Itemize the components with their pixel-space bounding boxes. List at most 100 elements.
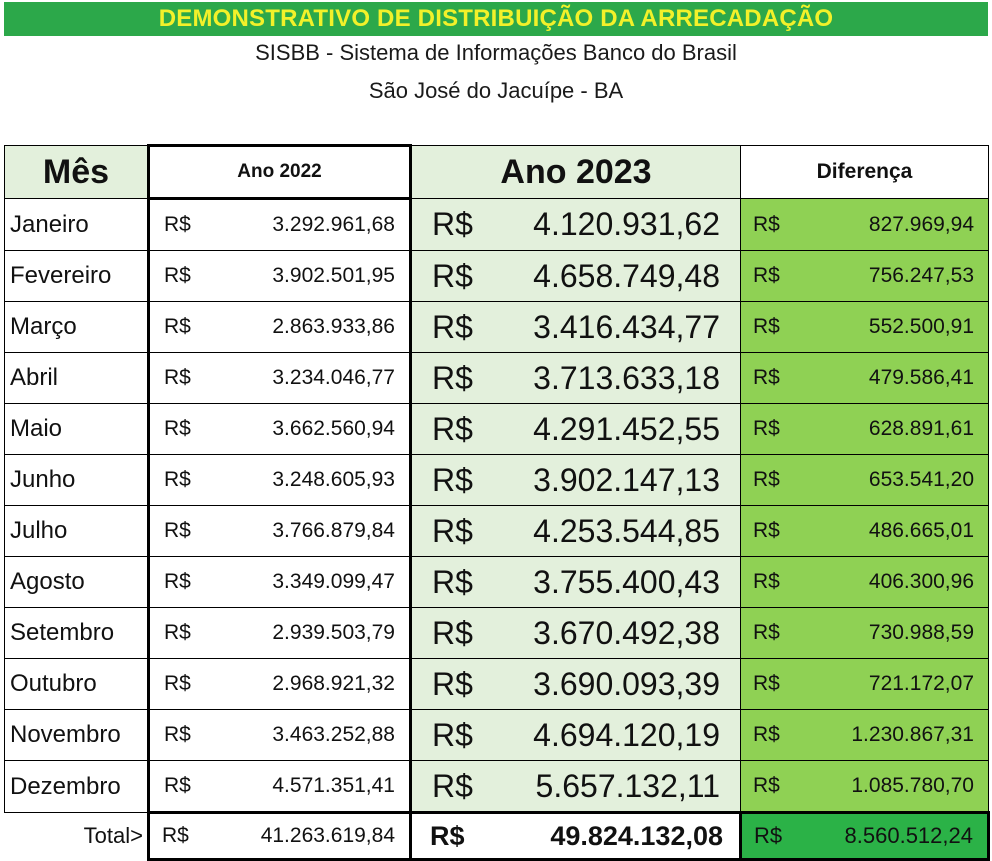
value-2022: 3.766.879,84 [272, 519, 395, 542]
value-diferenca: 653.541,20 [868, 468, 974, 491]
table-header-row: Mês Ano 2022 Ano 2023 Diferença [4, 144, 989, 200]
currency-symbol: R$ [753, 723, 780, 746]
currency-symbol: R$ [753, 621, 780, 644]
currency-symbol: R$ [432, 206, 473, 242]
value-2023-cell: R$ 3.690.093,39 [410, 658, 741, 710]
value-diferenca: 756.247,53 [868, 264, 974, 287]
table-row: Outubro R$ 2.968.921,32 R$ 3.690.093,39 R$ 721… [4, 658, 989, 710]
value-diferenca: 721.172,07 [868, 672, 974, 695]
month-cell: Janeiro [4, 198, 149, 251]
column-header-ano-2023: Ano 2023 [410, 145, 741, 199]
column-header-mes: Mês [4, 145, 149, 199]
currency-symbol: R$ [753, 417, 780, 440]
value-2022: 2.939.503,79 [272, 621, 395, 644]
value-2023: 3.902.147,13 [533, 461, 720, 498]
value-2022: 3.902.501,95 [272, 264, 395, 287]
currency-symbol: R$ [753, 315, 780, 338]
value-diferenca: 479.586,41 [868, 366, 974, 389]
currency-symbol: R$ [432, 614, 473, 651]
total-diferenca-value: 8.560.512,24 [844, 823, 973, 848]
table-row: Novembro R$ 3.463.252,88 R$ 4.694.120,19 R$ 1.… [4, 709, 989, 761]
diferenca-cell: R$ 406.300,96 [740, 556, 989, 608]
table-row: Dezembro R$ 4.571.351,41 R$ 5.657.132,11 R$ 1.… [4, 760, 989, 813]
currency-symbol: R$ [164, 213, 191, 236]
currency-symbol: R$ [432, 257, 473, 294]
currency-symbol: R$ [164, 315, 191, 338]
currency-symbol: R$ [164, 621, 191, 644]
value-2023: 3.670.492,38 [533, 614, 720, 651]
currency-symbol: R$ [432, 563, 473, 600]
value-diferenca: 486.665,01 [868, 519, 974, 542]
currency-symbol: R$ [432, 665, 473, 702]
table-row: Março R$ 2.863.933,86 R$ 3.416.434,77 R$ 552.5… [4, 301, 989, 353]
total-2022-value: 41.263.619,84 [260, 824, 395, 847]
table-row: Abril R$ 3.234.046,77 R$ 3.713.633,18 R$ 479.5… [4, 352, 989, 404]
revenue-table: Mês Ano 2022 Ano 2023 Diferença Janeiro R… [4, 144, 990, 861]
column-header-diferenca: Diferença [740, 145, 989, 199]
value-2023: 4.658.749,48 [533, 257, 720, 294]
value-2022-cell: R$ 3.766.879,84 [147, 505, 412, 557]
value-2022: 3.248.605,93 [272, 468, 395, 491]
value-2023: 3.713.633,18 [533, 359, 720, 396]
value-2022: 2.863.933,86 [272, 315, 395, 338]
currency-symbol: R$ [753, 570, 780, 593]
currency-symbol: R$ [753, 774, 780, 797]
value-diferenca: 730.988,59 [868, 621, 974, 644]
table-row: Janeiro R$ 3.292.961,68 R$ 4.120.931,62 R$ 827… [4, 198, 989, 251]
currency-symbol: R$ [432, 767, 473, 804]
total-row: Total> R$ 41.263.619,84 R$ 49.824.132,08… [5, 811, 990, 861]
currency-symbol: R$ [432, 461, 473, 498]
currency-symbol: R$ [164, 264, 191, 287]
month-cell: Outubro [4, 658, 149, 710]
diferenca-cell: R$ 756.247,53 [740, 250, 989, 302]
value-2023: 3.416.434,77 [533, 308, 720, 345]
value-2022-cell: R$ 3.463.252,88 [147, 709, 412, 761]
month-cell: Dezembro [4, 760, 149, 813]
total-diferenca: R$ 8.560.512,24 [739, 811, 990, 861]
currency-symbol: R$ [164, 723, 191, 746]
value-2023-cell: R$ 5.657.132,11 [410, 760, 741, 813]
table-row: Julho R$ 3.766.879,84 R$ 4.253.544,85 R$ 486.6… [4, 505, 989, 557]
value-2022-cell: R$ 4.571.351,41 [147, 760, 412, 813]
value-diferenca: 1.085.780,70 [851, 774, 974, 797]
value-2023: 5.657.132,11 [535, 767, 720, 804]
table-row: Fevereiro R$ 3.902.501,95 R$ 4.658.749,48 R$ 7… [4, 250, 989, 302]
currency-symbol: R$ [432, 410, 473, 447]
diferenca-cell: R$ 1.085.780,70 [740, 760, 989, 813]
value-2022-cell: R$ 3.902.501,95 [147, 250, 412, 302]
value-2022-cell: R$ 2.968.921,32 [147, 658, 412, 710]
value-diferenca: 552.500,91 [868, 315, 974, 338]
diferenca-cell: R$ 721.172,07 [740, 658, 989, 710]
value-diferenca: 628.891,61 [868, 417, 974, 440]
diferenca-cell: R$ 628.891,61 [740, 403, 989, 455]
value-diferenca: 1.230.867,31 [851, 723, 974, 746]
diferenca-cell: R$ 827.969,94 [740, 198, 989, 251]
currency-symbol: R$ [164, 519, 191, 542]
report-subtitle: SISBB - Sistema de Informações Banco do … [255, 40, 737, 65]
total-label: Total> [83, 823, 143, 849]
value-diferenca: 406.300,96 [868, 570, 974, 593]
value-2022: 3.234.046,77 [272, 366, 395, 389]
value-2023-cell: R$ 4.694.120,19 [410, 709, 741, 761]
month-cell: Setembro [4, 607, 149, 659]
currency-symbol: R$ [164, 468, 191, 491]
report-location: São José do Jacuípe - BA [368, 78, 624, 103]
currency-symbol: R$ [164, 570, 191, 593]
month-cell: Fevereiro [4, 250, 149, 302]
table-row: Setembro R$ 2.939.503,79 R$ 3.670.492,38 R$ 73… [4, 607, 989, 659]
value-2023-cell: R$ 4.120.931,62 [410, 198, 741, 251]
value-2022-cell: R$ 2.939.503,79 [147, 607, 412, 659]
currency-symbol: R$ [162, 824, 189, 847]
currency-symbol: R$ [164, 774, 191, 797]
column-header-ano-2022: Ano 2022 [147, 144, 412, 200]
month-cell: Agosto [4, 556, 149, 608]
currency-symbol: R$ [753, 264, 780, 287]
value-2022: 3.662.560,94 [272, 417, 395, 440]
value-2023: 3.690.093,39 [533, 665, 720, 702]
diferenca-cell: R$ 552.500,91 [740, 301, 989, 353]
value-2022-cell: R$ 3.234.046,77 [147, 352, 412, 404]
currency-symbol: R$ [164, 366, 191, 389]
table-row: Junho R$ 3.248.605,93 R$ 3.902.147,13 R$ 653.5… [4, 454, 989, 506]
diferenca-cell: R$ 730.988,59 [740, 607, 989, 659]
value-2022: 3.292.961,68 [272, 213, 395, 236]
